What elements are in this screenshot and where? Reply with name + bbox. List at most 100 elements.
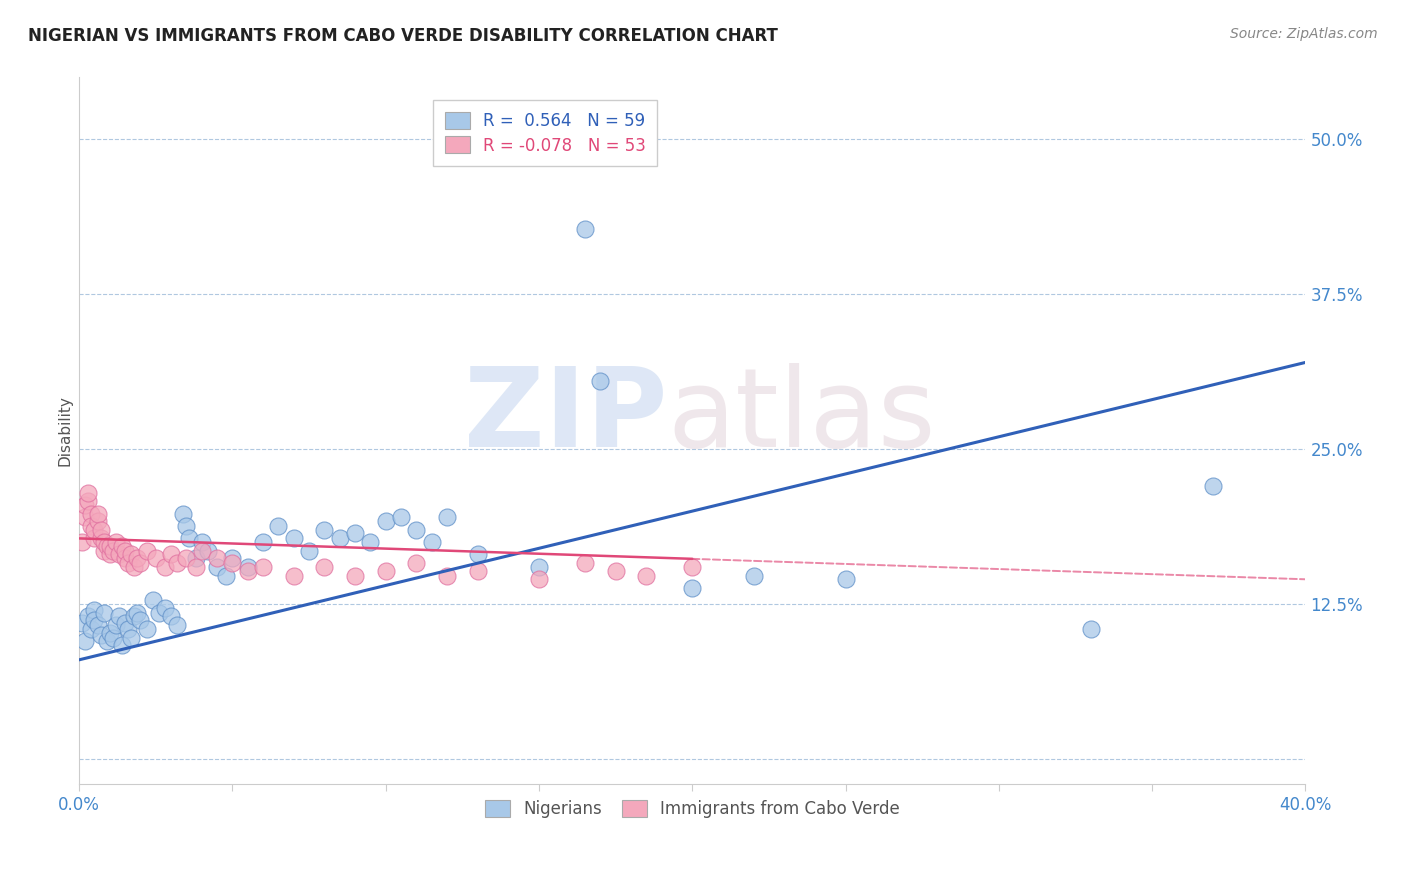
Point [104,535,127,549]
Point [114,543,136,558]
Point [93,535,115,549]
Point [90,532,112,546]
Point [420,535,443,549]
Point [104,618,127,632]
Y-axis label: Disability: Disability [58,395,72,466]
Point [70,535,93,549]
Point [135,543,157,558]
Point [75,510,97,524]
Point [283,568,305,582]
Point [436,568,458,582]
Point [108,609,131,624]
Point [75,498,97,512]
Point [153,560,176,574]
Point [86,618,108,632]
Point [135,622,157,636]
Point [681,560,703,574]
Point [314,560,336,574]
Text: NIGERIAN VS IMMIGRANTS FROM CABO VERDE DISABILITY CORRELATION CHART: NIGERIAN VS IMMIGRANTS FROM CABO VERDE D… [28,27,778,45]
Point [117,556,139,570]
Point [127,551,149,566]
Point [344,568,367,582]
Point [96,539,118,553]
Point [153,600,176,615]
Text: Source: ZipAtlas.com: Source: ZipAtlas.com [1230,27,1378,41]
Point [283,532,305,546]
Point [834,572,856,586]
Point [98,548,121,562]
Point [80,507,103,521]
Point [77,485,100,500]
Point [742,568,765,582]
Point [93,606,115,620]
Point [145,551,167,566]
Point [80,519,103,533]
Point [574,221,596,235]
Point [179,532,201,546]
Point [329,532,352,546]
Point [176,551,198,566]
Point [467,548,489,562]
Point [127,606,149,620]
Point [120,548,142,562]
Point [405,523,427,537]
Point [172,507,194,521]
Point [108,548,131,562]
Point [184,551,207,566]
Point [374,564,396,578]
Point [98,539,121,553]
Point [101,543,124,558]
Point [142,593,165,607]
Point [75,634,97,648]
Point [96,634,118,648]
Point [205,560,228,574]
Point [527,560,550,574]
Point [114,615,136,630]
Point [574,556,596,570]
Point [160,609,183,624]
Point [111,638,134,652]
Point [314,523,336,537]
Point [589,374,612,388]
Point [221,551,243,566]
Point [83,532,105,546]
Point [124,560,146,574]
Point [83,613,105,627]
Text: ZIP: ZIP [464,363,668,470]
Point [252,560,274,574]
Text: atlas: atlas [668,363,936,470]
Point [120,631,142,645]
Point [114,551,136,566]
Point [190,543,212,558]
Point [184,560,207,574]
Point [129,613,152,627]
Point [267,519,290,533]
Point [83,603,105,617]
Point [93,543,115,558]
Point [1080,622,1102,636]
Point [636,568,658,582]
Point [83,523,105,537]
Point [86,507,108,521]
Point [111,539,134,553]
Point [166,556,188,570]
Point [98,625,121,640]
Point [160,548,183,562]
Point [389,510,412,524]
Point [101,631,124,645]
Point [86,514,108,528]
Point [605,564,627,578]
Point [215,568,238,582]
Point [252,535,274,549]
Point [190,535,212,549]
Point [1202,479,1225,493]
Point [166,618,188,632]
Point [148,606,170,620]
Point [90,628,112,642]
Point [467,564,489,578]
Point [405,556,427,570]
Point [681,581,703,595]
Point [77,494,100,508]
Point [374,514,396,528]
Point [90,523,112,537]
